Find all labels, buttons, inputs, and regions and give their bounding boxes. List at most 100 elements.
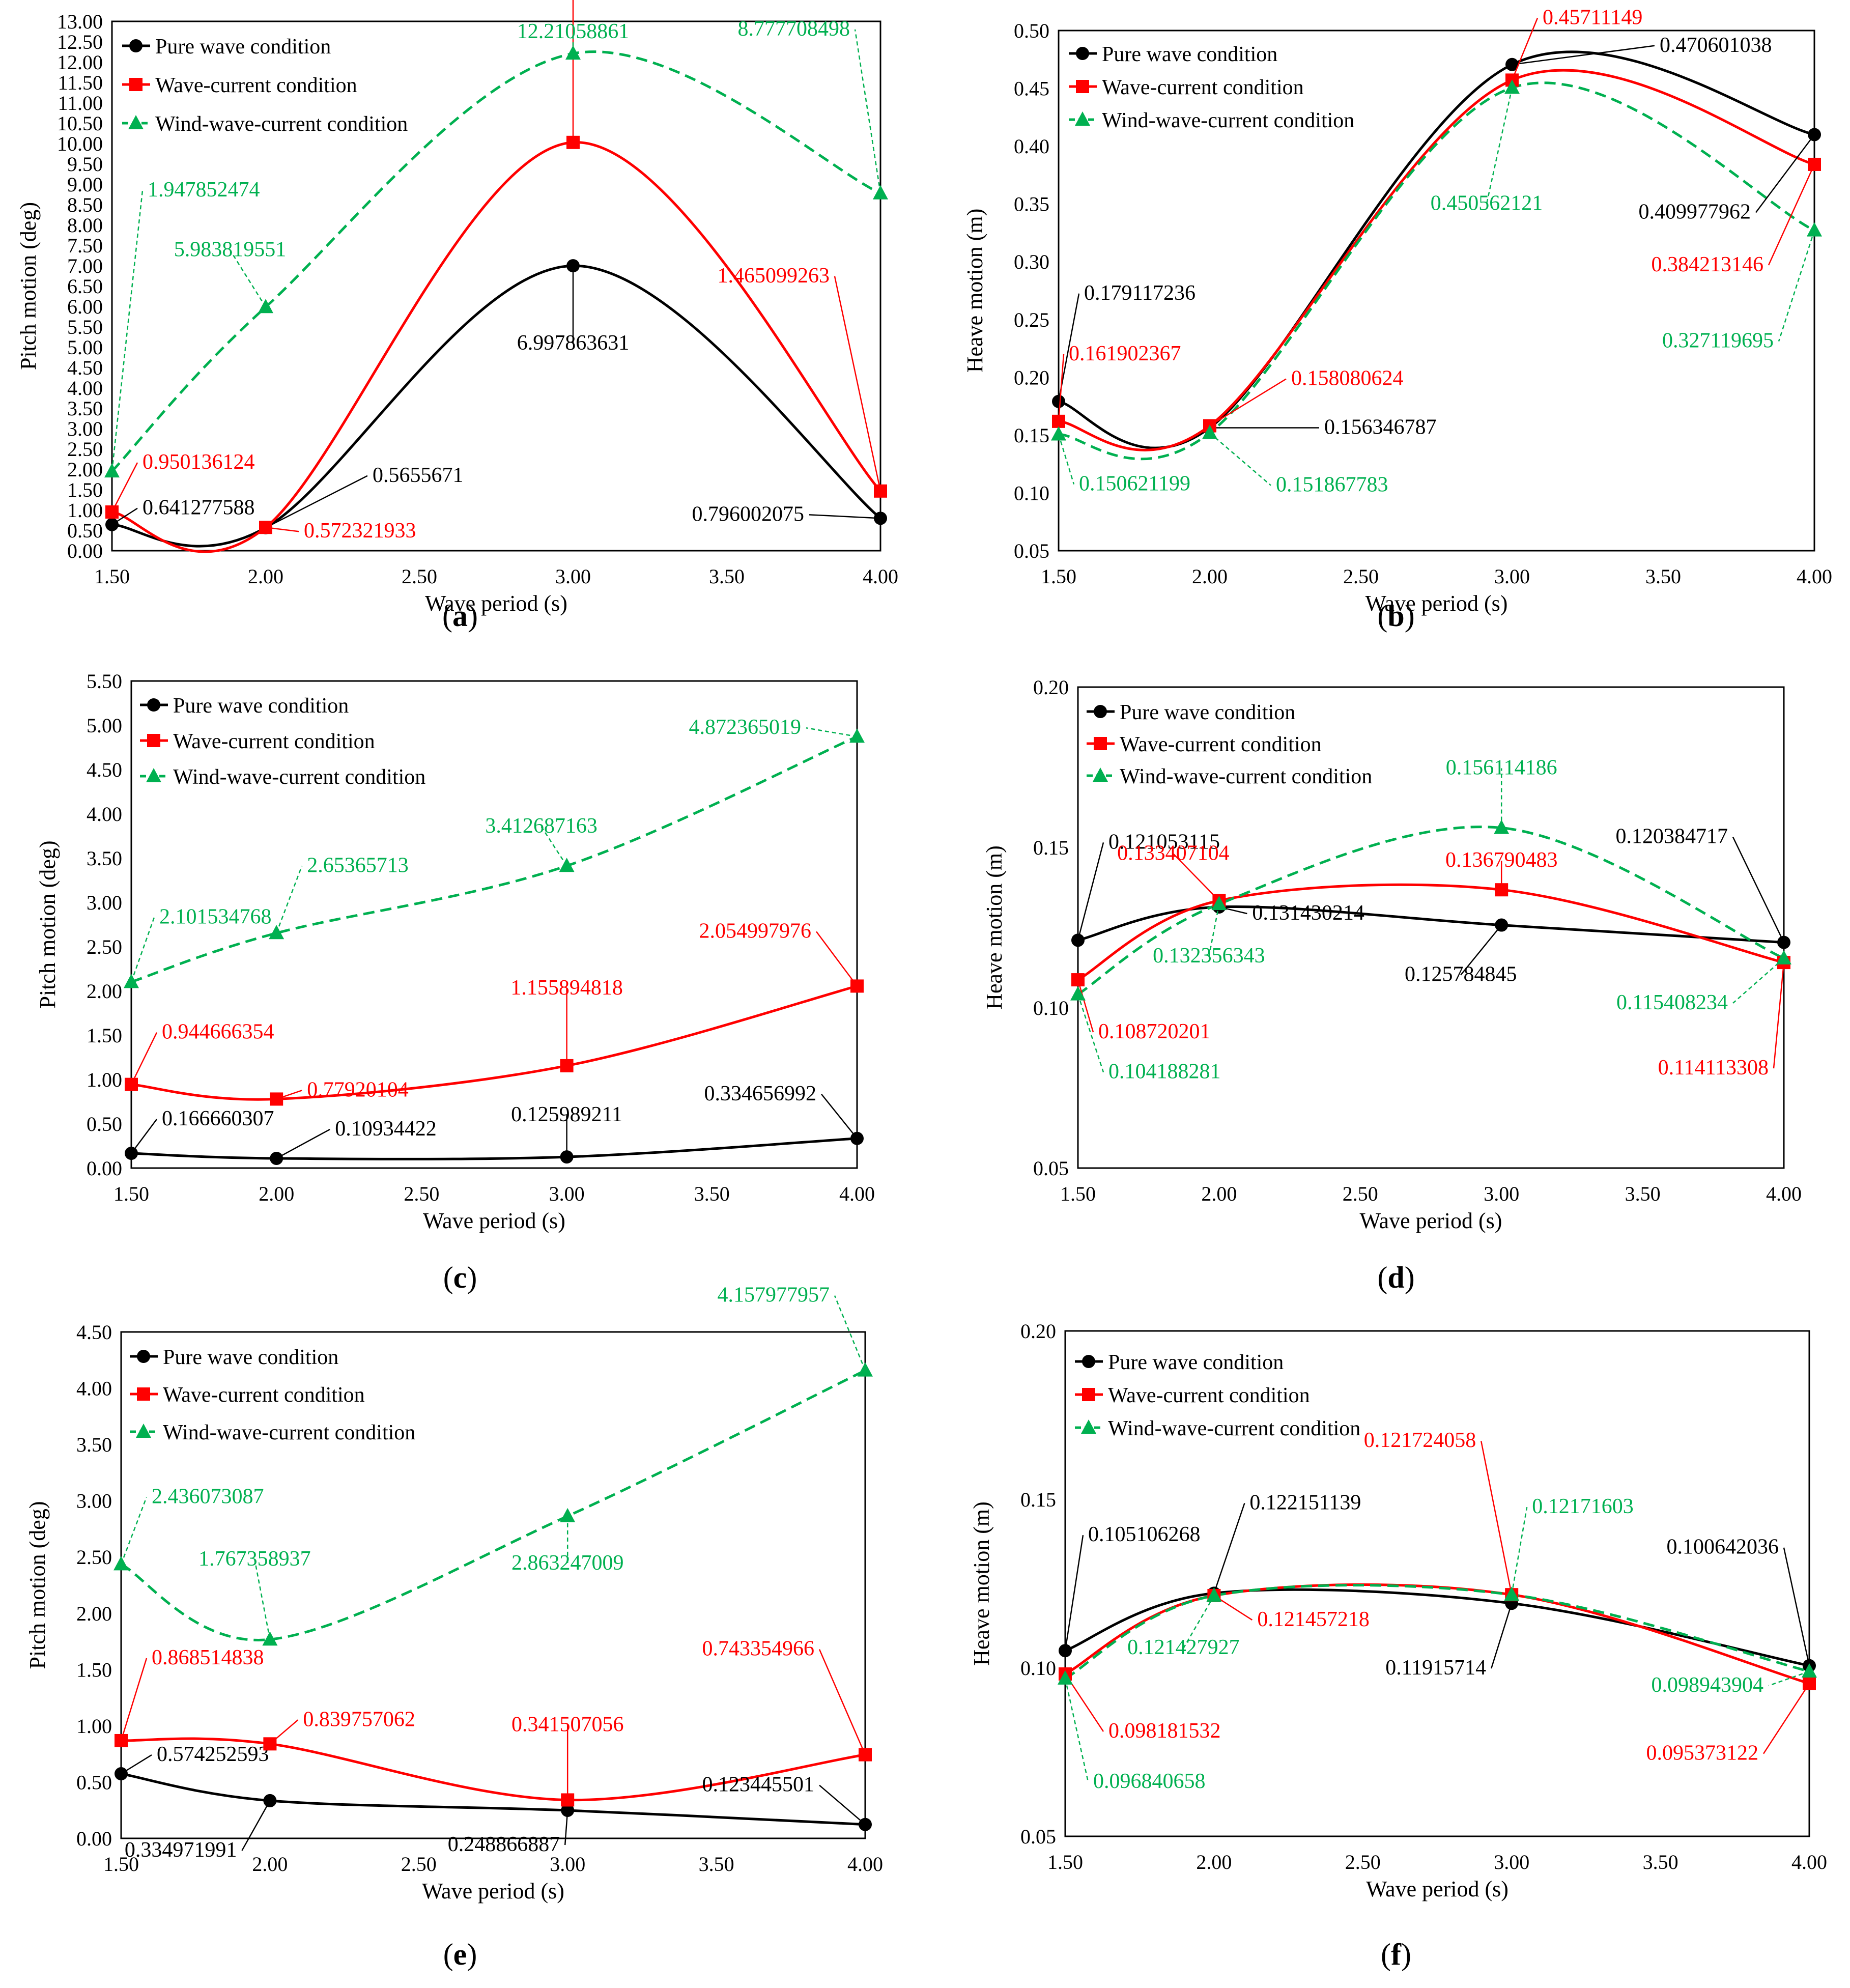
marker-wind (1776, 950, 1791, 964)
y-tick-label: 4.00 (67, 377, 103, 400)
y-tick-label: 0.50 (76, 1771, 112, 1794)
leader-line-current (1077, 979, 1094, 1033)
marker-pure (270, 1151, 283, 1165)
y-tick-label: 2.00 (67, 458, 103, 481)
series-line-current (1077, 883, 1784, 981)
data-label-pure: 0.121053115 (1108, 830, 1220, 854)
legend-label-pure: Pure wave condition (173, 694, 349, 718)
data-label-pure: 0.334656992 (704, 1082, 817, 1105)
y-tick-label: 2.00 (87, 980, 122, 1003)
x-tick-label: 3.00 (1484, 1182, 1519, 1205)
legend-marker-wind (128, 115, 144, 129)
marker-pure (263, 1794, 277, 1807)
y-tick-label: 2.50 (67, 438, 103, 461)
series-line-current (121, 1737, 866, 1802)
leader-line-wind (1768, 1670, 1810, 1687)
y-tick-label: 4.50 (87, 758, 122, 781)
legend-label-pure: Pure wave condition (1102, 43, 1277, 66)
x-tick-label: 1.50 (94, 565, 130, 588)
plot-frame (1077, 686, 1785, 1169)
data-label-wind: 0.132356343 (1153, 944, 1265, 968)
legend-marker-pure (1094, 705, 1107, 718)
leader-line-wind (1064, 1678, 1089, 1782)
y-tick-label: 3.00 (87, 891, 122, 914)
y-tick-label: 0.15 (1014, 424, 1049, 447)
data-label-pure: 0.123445501 (702, 1773, 815, 1797)
y-tick-label: 9.00 (67, 173, 103, 196)
data-label-pure: 0.5655671 (373, 464, 464, 487)
leader-line-pure (241, 1800, 271, 1851)
leader-line-wind (806, 727, 858, 737)
plot-frame (120, 1331, 866, 1839)
leader-line-current (1058, 354, 1065, 421)
leader-line-current (1773, 962, 1785, 1069)
panel-f: 0.05 0.10 0.15 0.20 1.50 2.00 2.50 3.00 3.50 4.00… (969, 1320, 1827, 1971)
marker-pure (560, 1150, 574, 1164)
marker-wind (1802, 1663, 1817, 1678)
data-label-pure: 0.120384717 (1616, 825, 1728, 848)
y-tick-label: 3.00 (67, 417, 103, 440)
marker-wind (1504, 1586, 1520, 1601)
leader-line-wind (1208, 903, 1220, 957)
marker-current (1052, 414, 1065, 428)
data-label-pure: 0.166660307 (162, 1107, 274, 1130)
y-tick-label: 2.50 (76, 1546, 112, 1569)
y-axis-title: Heave motion (m) (962, 209, 987, 373)
x-tick-label: 3.50 (694, 1182, 730, 1205)
leader-line-wind (1058, 434, 1075, 485)
data-label-wind: 0.150621199 (1079, 472, 1190, 495)
data-label-current: 0.161902367 (1069, 342, 1181, 365)
x-tick-label: 3.50 (1643, 1851, 1678, 1873)
x-tick-label: 3.00 (550, 1853, 585, 1876)
leader-line-current (834, 276, 881, 492)
data-label-wind: 1.767358937 (198, 1547, 311, 1571)
marker-pure (105, 518, 119, 531)
plot-frame (130, 680, 858, 1169)
data-label-pure: 0.796002075 (692, 502, 805, 526)
x-tick-label: 3.00 (1494, 565, 1530, 588)
data-label-wind: 0.156114186 (1446, 756, 1557, 779)
y-tick-label: 8.00 (67, 214, 103, 237)
x-tick-label: 4.00 (839, 1182, 875, 1205)
leader-line-pure (1755, 134, 1815, 213)
y-tick-label: 8.50 (67, 193, 103, 216)
x-tick-label: 3.50 (1625, 1182, 1661, 1205)
data-label-current: 1.155894818 (510, 976, 623, 1000)
legend-label-wind: Wind-wave-current condition (173, 765, 425, 789)
marker-current (560, 1059, 574, 1072)
data-label-current: 0.095373122 (1646, 1742, 1759, 1765)
data-label-pure: 0.122151139 (1249, 1491, 1361, 1514)
legend-label-pure: Pure wave condition (155, 35, 331, 59)
y-tick-label: 11.00 (58, 92, 103, 115)
leader-line-wind (834, 1295, 866, 1371)
y-tick-label: 0.50 (87, 1113, 122, 1135)
leader-line-wind (1778, 230, 1815, 342)
y-axis-title: Pitch motion (deg) (25, 1501, 50, 1669)
x-tick-label: 4.00 (1797, 565, 1832, 588)
marker-pure (859, 1817, 872, 1831)
legend-label-current: Wave-current condition (173, 730, 375, 753)
leader-line-pure (809, 514, 881, 519)
legend-marker-wind (146, 768, 161, 782)
y-tick-label: 10.50 (57, 112, 103, 135)
legend-label-pure: Pure wave condition (1108, 1351, 1284, 1374)
leader-line-wind (1486, 88, 1513, 204)
data-label-pure: 0.574252593 (157, 1743, 269, 1766)
marker-wind (1051, 426, 1066, 441)
marker-wind (124, 974, 139, 988)
x-tick-label: 2.00 (1196, 1851, 1232, 1873)
leader-line-current (1762, 1683, 1810, 1754)
legend-label-wind: Wind-wave-current condition (1120, 765, 1372, 788)
leader-line-wind (1732, 957, 1784, 1004)
marker-current (561, 1793, 575, 1807)
data-label-wind: 0.098943904 (1652, 1673, 1764, 1697)
data-label-wind: 5.983819551 (174, 238, 287, 261)
leader-line-pure (1460, 924, 1502, 976)
legend-label-wind: Wind-wave-current condition (1102, 109, 1354, 132)
leader-line-wind (254, 1559, 271, 1640)
y-tick-label: 1.00 (67, 499, 103, 522)
leader-line-current (1511, 17, 1539, 80)
marker-wind (262, 1631, 278, 1646)
x-tick-label: 2.50 (404, 1182, 439, 1205)
x-tick-label: 1.50 (1060, 1182, 1096, 1205)
